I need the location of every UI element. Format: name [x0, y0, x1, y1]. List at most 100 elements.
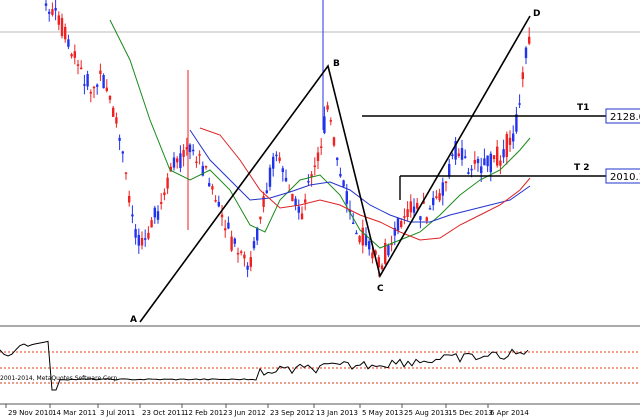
candle-body-93: [342, 180, 345, 187]
candle-body-86: [320, 146, 323, 148]
candle-body-140: [492, 155, 496, 160]
candle-body-60: [236, 252, 240, 255]
candle-body-1: [48, 11, 51, 14]
candle-body-94: [345, 191, 348, 204]
candle-body-105: [380, 265, 384, 270]
candle-body-37: [163, 192, 166, 196]
candle-body-131: [464, 156, 467, 158]
candle-body-6: [64, 26, 67, 40]
point-label-b: B: [333, 59, 340, 69]
candle-body-133: [470, 168, 473, 171]
candle-body-121: [432, 197, 435, 206]
candle-body-98: [358, 236, 361, 243]
x-tick-label-2: 3 Jul 2011: [100, 409, 135, 417]
candle-body-82: [307, 180, 310, 183]
candle-body-51: [208, 183, 211, 187]
candle-body-27: [131, 214, 134, 217]
candle-body-46: [192, 149, 195, 152]
candle-body-118: [422, 200, 425, 204]
candle-body-63: [246, 265, 249, 270]
candle-body-130: [460, 148, 464, 160]
candle-body-69: [265, 190, 268, 194]
candle-body-90: [332, 137, 336, 146]
x-tick-label-8: 5 May 2013: [362, 409, 403, 417]
candle-body-137: [483, 158, 486, 166]
x-tick-label-4: 12 Feb 2012: [184, 409, 228, 417]
candle-body-135: [476, 158, 480, 164]
candle-body-12: [83, 84, 86, 86]
price-tag-t1: 2128.0: [610, 112, 640, 123]
candle-body-53: [214, 200, 217, 202]
candle-body-144: [505, 134, 508, 157]
candle-body-55: [220, 214, 224, 218]
candle-body-108: [390, 243, 393, 246]
candles-group: [44, 0, 531, 278]
candle-body-148: [518, 103, 521, 105]
candle-body-134: [473, 159, 476, 164]
candle-body-4: [57, 15, 60, 25]
candle-body-70: [268, 167, 272, 187]
candle-body-128: [454, 141, 457, 160]
candle-body-95: [348, 209, 352, 213]
candle-body-25: [124, 172, 128, 174]
candle-body-71: [272, 156, 275, 169]
candle-body-149: [521, 72, 524, 80]
price-tag-t2-box: [605, 168, 640, 184]
candle-body-36: [160, 202, 163, 204]
candle-body-14: [89, 92, 92, 94]
candle-body-120: [428, 208, 432, 210]
candle-body-31: [144, 238, 147, 240]
candle-body-143: [502, 149, 505, 158]
ma-fast-line: [109, 19, 531, 249]
abcd-pattern-line: [139, 15, 531, 323]
candle-body-96: [352, 222, 355, 225]
candle-body-119: [425, 217, 428, 221]
candle-body-132: [467, 172, 470, 174]
candle-body-22: [115, 117, 118, 124]
copyright-text: 2001-2014, MetaQuotes Software Corp.: [0, 375, 119, 382]
candle-body-21: [112, 107, 115, 117]
candle-body-97: [355, 232, 358, 235]
candle-body-40: [172, 157, 176, 168]
candle-body-101: [368, 241, 371, 250]
candle-body-42: [179, 153, 182, 168]
candle-body-38: [166, 177, 169, 189]
candle-body-72: [275, 154, 278, 157]
candle-body-59: [233, 238, 236, 244]
candle-body-136: [480, 166, 483, 174]
candle-body-79: [297, 206, 300, 213]
candle-body-75: [284, 177, 288, 182]
candle-body-32: [147, 232, 150, 239]
candle-body-33: [150, 220, 153, 228]
candle-body-91: [336, 157, 339, 160]
candle-body-20: [108, 95, 112, 100]
candle-body-64: [249, 257, 252, 267]
candle-body-8: [70, 54, 73, 57]
x-tick-label-3: 23 Oct 2011: [142, 409, 185, 417]
candle-body-77: [291, 193, 294, 202]
level-label-t1: T1: [577, 103, 589, 113]
candle-body-24: [121, 151, 124, 154]
time-axis-labels: 29 Nov 2010 14 Mar 2011 3 Jul 2011 23 Oct 2…: [5, 404, 529, 417]
candle-body-49: [201, 165, 204, 176]
candle-body-113: [406, 209, 409, 218]
candle-body-39: [169, 166, 172, 172]
candle-body-15: [92, 86, 96, 89]
price-tag-t2: 2010.1: [610, 172, 640, 183]
candle-body-129: [457, 153, 460, 157]
ma-long-line: [199, 127, 531, 241]
candle-body-48: [198, 154, 201, 156]
candle-body-80: [300, 213, 304, 220]
level-label-t2: T 2: [574, 163, 590, 173]
candle-body-117: [419, 216, 422, 220]
candle-body-99: [361, 227, 364, 246]
x-tick-label-1: 14 Mar 2011: [52, 409, 96, 417]
candle-body-145: [508, 137, 512, 145]
candle-body-111: [400, 221, 403, 228]
candle-body-142: [499, 160, 502, 166]
candle-body-100: [364, 234, 368, 246]
candle-body-19: [105, 87, 108, 91]
x-tick-label-9: 25 Aug 2013: [404, 409, 449, 417]
